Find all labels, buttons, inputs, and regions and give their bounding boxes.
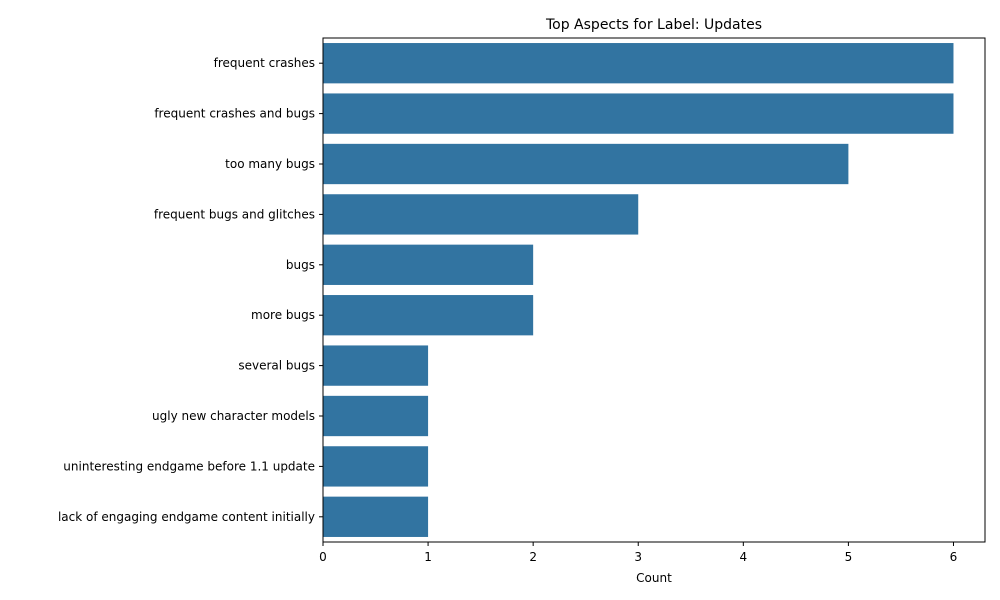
x-tick-label-3: 3: [634, 550, 642, 564]
bar-4: [323, 244, 534, 285]
bar-2: [323, 143, 849, 185]
category-label-3: frequent bugs and glitches: [154, 207, 315, 221]
bar-3: [323, 194, 639, 235]
category-label-1: frequent crashes and bugs: [154, 107, 315, 121]
category-label-6: several bugs: [238, 359, 315, 373]
x-tick-label-2: 2: [529, 550, 537, 564]
x-tick-label-0: 0: [319, 550, 327, 564]
x-tick-label-5: 5: [845, 550, 853, 564]
chart-title: Top Aspects for Label: Updates: [545, 17, 762, 33]
axes-frame: [322, 37, 986, 543]
x-tick-label-6: 6: [950, 550, 958, 564]
bar-0: [323, 43, 954, 84]
category-label-8: uninteresting endgame before 1.1 update: [63, 459, 315, 473]
bar-7: [323, 395, 429, 437]
x-axis-title: Count: [636, 571, 672, 585]
x-tick-label-4: 4: [739, 550, 747, 564]
category-labels-group: frequent crashes frequent crashes and bug…: [58, 56, 323, 524]
x-tick-label-1: 1: [424, 550, 432, 564]
bar-9: [323, 496, 429, 537]
bar-5: [323, 295, 534, 336]
category-label-0: frequent crashes: [214, 56, 315, 70]
x-ticks-group: 0 1 2 3 4 5 6: [319, 542, 957, 564]
bar-1: [323, 93, 954, 134]
category-label-5: more bugs: [251, 308, 315, 322]
category-label-9: lack of engaging endgame content initial…: [58, 510, 315, 524]
bar-8: [323, 446, 429, 487]
bars-group: [323, 43, 954, 537]
category-label-2: too many bugs: [225, 157, 315, 171]
category-label-4: bugs: [286, 258, 315, 272]
bar-6: [323, 345, 429, 386]
category-label-7: ugly new character models: [152, 409, 315, 423]
plot-frame: [322, 37, 986, 543]
